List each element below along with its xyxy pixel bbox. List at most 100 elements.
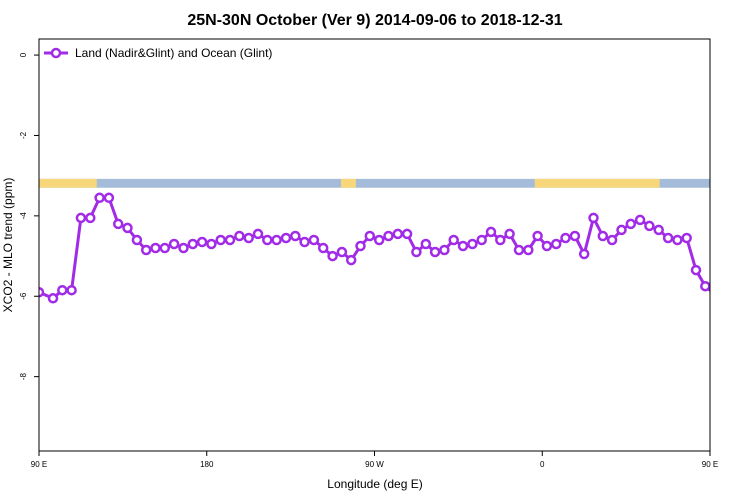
data-point <box>290 230 301 242</box>
data-point <box>476 234 487 246</box>
data-point <box>616 224 627 236</box>
data-point <box>729 286 737 294</box>
data-point <box>597 230 609 242</box>
y-tick-label: -4 <box>19 212 28 220</box>
x-tick-label: 0 <box>540 460 545 469</box>
data-point <box>187 238 199 250</box>
data-point <box>504 228 515 240</box>
data-point <box>47 293 59 304</box>
data-point <box>681 232 692 244</box>
ocean-band <box>39 178 710 188</box>
data-point <box>122 222 133 234</box>
data-point <box>206 238 217 250</box>
data-point <box>588 212 599 224</box>
data-point <box>513 244 525 256</box>
data-point <box>690 264 702 276</box>
data-point <box>224 234 236 246</box>
data-point <box>75 212 87 224</box>
y-tick-label: -8 <box>19 373 28 381</box>
data-point <box>345 254 357 266</box>
data-point <box>196 236 208 248</box>
data-point <box>280 232 292 244</box>
data-point <box>606 234 618 246</box>
land-segment <box>534 178 660 188</box>
x-tick-label: 90 E <box>31 460 47 469</box>
data-point <box>532 230 543 242</box>
series-layer <box>39 192 747 304</box>
data-point <box>112 218 124 230</box>
data-point <box>66 284 77 296</box>
data-point <box>495 234 506 246</box>
land-segment <box>340 178 356 188</box>
data-point <box>299 236 310 248</box>
data-point <box>541 240 553 252</box>
y-tick-label: -6 <box>19 292 28 300</box>
data-point <box>103 192 115 204</box>
y-tick-label: -2 <box>19 131 28 139</box>
data-point <box>178 242 189 254</box>
data-point <box>439 244 450 256</box>
data-point <box>467 238 478 250</box>
data-point <box>411 246 422 258</box>
data-point <box>448 234 459 246</box>
land-ocean-strip <box>39 178 710 188</box>
data-point <box>392 228 404 240</box>
data-point <box>653 224 664 236</box>
data-point <box>550 238 562 250</box>
data-point <box>317 242 329 254</box>
data-point <box>39 286 45 298</box>
data-point <box>131 234 143 246</box>
land-segment <box>39 178 97 188</box>
data-point <box>523 244 534 256</box>
data-point <box>569 230 581 242</box>
data-point <box>308 234 320 246</box>
data-point <box>85 212 96 224</box>
data-point <box>364 230 376 242</box>
data-point <box>662 232 674 244</box>
data-point <box>720 294 728 302</box>
data-point <box>373 234 385 246</box>
data-point <box>234 230 245 242</box>
y-tick-label: 0 <box>19 52 28 57</box>
data-point <box>644 220 655 232</box>
data-point <box>739 286 747 294</box>
x-tick-label: 90 E <box>702 460 718 469</box>
data-point <box>578 248 590 260</box>
data-point <box>634 214 646 226</box>
data-point <box>271 234 282 246</box>
data-point <box>159 242 171 254</box>
data-point <box>140 244 152 256</box>
legend-marker <box>50 47 62 59</box>
chart-title: 25N-30N October (Ver 9) 2014-09-06 to 20… <box>187 12 562 29</box>
data-point <box>94 192 105 204</box>
data-point <box>243 232 254 244</box>
data-point <box>168 238 180 250</box>
data-point <box>700 280 710 292</box>
data-point <box>215 234 226 246</box>
data-point <box>355 240 366 252</box>
data-point <box>336 246 348 258</box>
legend: Land (Nadir&Glint) and Ocean (Glint) <box>44 46 272 60</box>
x-axis-label: Longitude (deg E) <box>327 477 422 491</box>
data-point <box>560 232 571 244</box>
data-point <box>457 240 469 252</box>
x-tick-label: 90 W <box>365 460 384 469</box>
data-point <box>327 250 338 262</box>
data-point <box>252 228 264 240</box>
data-point <box>672 234 683 246</box>
data-point <box>383 230 394 242</box>
data-point <box>485 226 497 238</box>
legend-label: Land (Nadir&Glint) and Ocean (Glint) <box>75 46 272 60</box>
data-point <box>429 246 441 258</box>
data-point <box>625 218 637 230</box>
data-point <box>57 284 68 296</box>
data-point <box>420 238 432 250</box>
data-point <box>150 242 161 254</box>
x-axis: 90 E 180 90 W 0 90 E <box>31 451 718 469</box>
data-point <box>401 228 413 240</box>
y-axis-label: XCO2 - MLO trend (ppm) <box>1 178 15 313</box>
y-axis: 0 -2 -4 -6 -8 <box>19 52 39 380</box>
data-point <box>262 234 273 246</box>
data-point <box>709 291 710 297</box>
